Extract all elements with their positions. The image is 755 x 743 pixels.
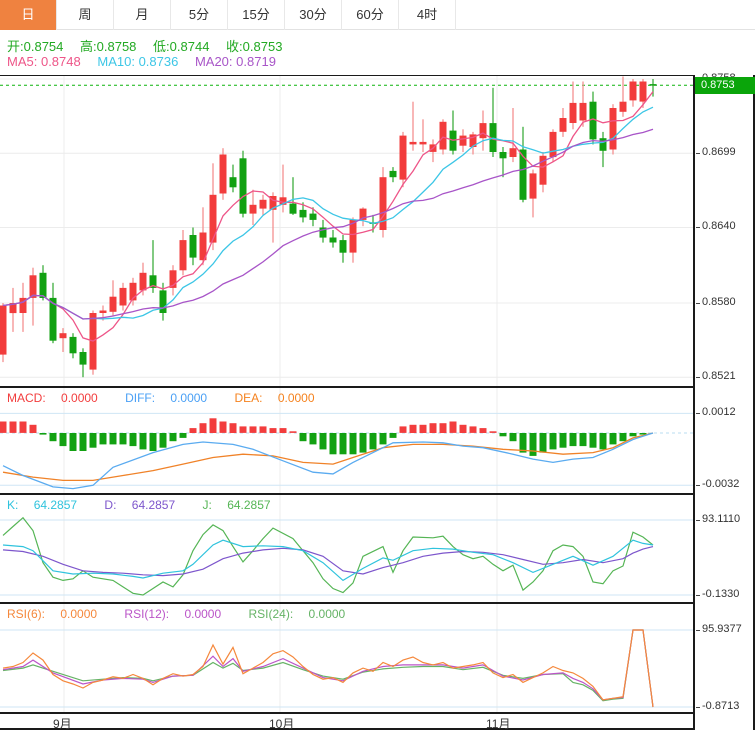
macd-chart[interactable] [0,388,693,493]
tab-week[interactable]: 周 [57,0,114,30]
price-axis-label: 0.8580 [696,296,736,308]
candlestick-chart[interactable] [0,76,693,386]
macd-axis-label: 0.0012 [696,406,736,418]
tab-4hour[interactable]: 4时 [399,0,456,30]
d-value: D: 64.2857 [104,498,176,512]
macd-axis-label: -0.0032 [696,478,739,490]
kdj-legend: K: 64.2857 D: 64.2857 J: 64.2857 [7,498,295,512]
month-label: 10月 [269,717,295,731]
tab-5min[interactable]: 5分 [171,0,228,30]
macd-legend: MACD: 0.0000 DIFF: 0.0000 DEA: 0.0000 [7,391,339,405]
time-axis: 9月 10月 11月 [0,712,755,731]
dea-value: DEA: 0.0000 [234,391,315,405]
ma10-value: MA10: 0.8736 [97,54,179,69]
current-price-badge: 0.8753 [695,77,755,95]
tab-15min[interactable]: 15分 [228,0,285,30]
month-label: 9月 [53,717,72,731]
rsi-chart[interactable] [0,604,693,712]
rsi12-value: RSI(12): 0.0000 [124,607,222,621]
kdj-axis-label: -0.1330 [696,588,739,600]
rsi-panel[interactable]: RSI(6): 0.0000 RSI(12): 0.0000 RSI(24): … [0,602,693,712]
open-value: 开:0.8754 [7,39,64,54]
kdj-axis-label: 93.1110 [696,513,740,525]
diff-value: DIFF: 0.0000 [125,391,208,405]
macd-panel[interactable]: MACD: 0.0000 DIFF: 0.0000 DEA: 0.0000 [0,386,693,493]
ma5-value: MA5: 0.8748 [7,54,81,69]
low-value: 低:0.8744 [153,39,210,54]
info-bar: 开:0.8754 高:0.8758 低:0.8744 收:0.8753 MA5:… [0,31,755,75]
rsi-legend: RSI(6): 0.0000 RSI(12): 0.0000 RSI(24): … [7,607,369,621]
tab-60min[interactable]: 60分 [342,0,399,30]
month-label: 11月 [486,717,511,731]
ma-readout: MA5: 0.8748 MA10: 0.8736 MA20: 0.8719 [7,54,289,69]
candlestick-panel[interactable] [0,75,693,386]
tab-30min[interactable]: 30分 [285,0,342,30]
rsi24-value: RSI(24): 0.0000 [248,607,346,621]
price-axis-label: 0.8699 [696,146,736,158]
ohlc-readout: 开:0.8754 高:0.8758 低:0.8744 收:0.8753 [7,36,295,55]
k-value: K: 64.2857 [7,498,78,512]
rsi-axis-label: -0.8713 [696,700,739,712]
price-axis: 0.8753 0.87580.86990.86400.85800.85210.0… [693,72,755,730]
macd-value: MACD: 0.0000 [7,391,98,405]
period-tabbar: 日 周 月 5分 15分 30分 60分 4时 [0,0,755,30]
high-value: 高:0.8758 [80,39,137,54]
j-value: J: 64.2857 [202,498,271,512]
ma20-value: MA20: 0.8719 [194,54,276,69]
close-value: 收:0.8753 [226,39,283,54]
rsi-axis-label: 95.9377 [696,623,742,635]
rsi6-value: RSI(6): 0.0000 [7,607,98,621]
tab-month[interactable]: 月 [114,0,171,30]
tab-day[interactable]: 日 [0,0,57,30]
kdj-chart[interactable] [0,495,693,602]
kdj-panel[interactable]: K: 64.2857 D: 64.2857 J: 64.2857 [0,493,693,602]
price-axis-label: 0.8521 [696,370,736,382]
price-axis-label: 0.8640 [696,220,736,232]
